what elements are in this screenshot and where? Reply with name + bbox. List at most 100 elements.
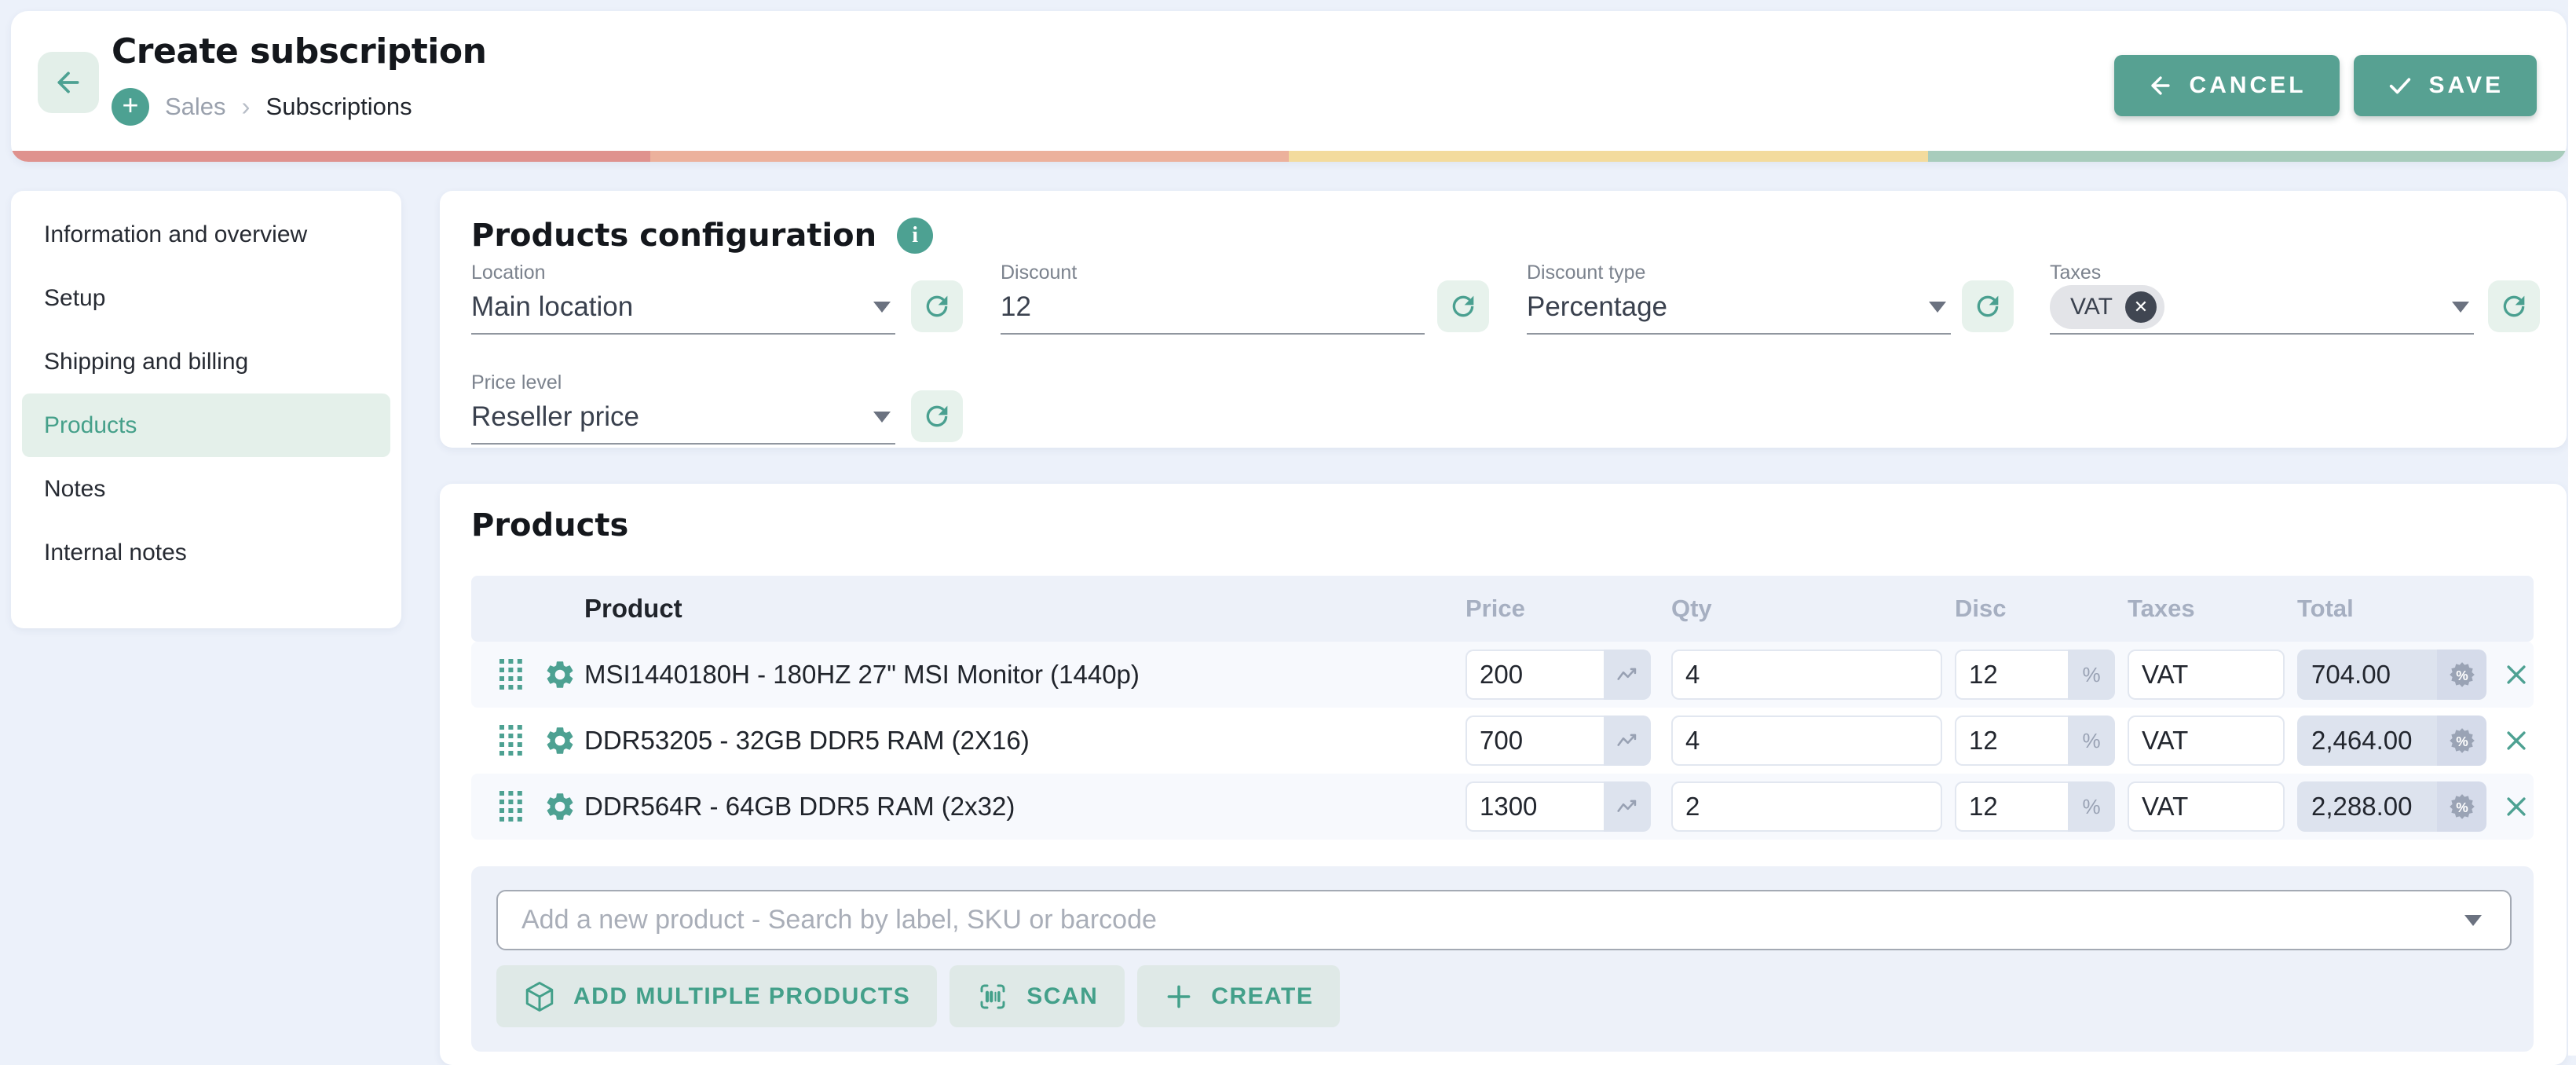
price-history-button[interactable] [1604, 715, 1651, 766]
progress-bar [11, 151, 2567, 162]
drag-handle-icon[interactable] [499, 725, 523, 756]
discount-refresh-button[interactable] [1437, 280, 1489, 332]
vat-chip: VAT [2050, 285, 2164, 329]
sidebar-item-notes[interactable]: Notes [44, 475, 106, 502]
price-history-button[interactable] [1604, 781, 1651, 832]
price-level-select[interactable]: Reseller price [471, 401, 895, 445]
gear-icon[interactable] [543, 658, 576, 691]
disc-unit[interactable]: % [2068, 715, 2115, 766]
badge-percent-icon: % [2449, 728, 2475, 753]
breadcrumb-subscriptions: Subscriptions [265, 93, 412, 120]
taxes-input[interactable] [2128, 715, 2285, 766]
qty-input[interactable] [1671, 715, 1942, 766]
discount-type-refresh-button[interactable] [1962, 280, 2014, 332]
column-taxes: Taxes [2128, 595, 2195, 622]
sidebar-item-setup[interactable]: Setup [44, 284, 106, 311]
price-history-button[interactable] [1604, 650, 1651, 700]
check-icon [2389, 78, 2410, 94]
product-name: DDR564R - 64GB DDR5 RAM (2x32) [584, 792, 1015, 821]
create-product-button[interactable]: CREATE [1137, 965, 1341, 1027]
save-button[interactable]: SAVE [2353, 55, 2537, 116]
discount-type-select[interactable]: Percentage [1527, 291, 1951, 335]
disc-input[interactable] [1955, 650, 2068, 700]
location-label: Location [471, 262, 546, 284]
price-level-refresh-button[interactable] [911, 390, 963, 442]
tax-badge-button[interactable]: % [2437, 650, 2486, 700]
create-label: CREATE [1211, 983, 1314, 1009]
package-icon [525, 981, 554, 1012]
price-input[interactable] [1465, 781, 1604, 832]
svg-text:%: % [2456, 734, 2468, 749]
sidebar-item-products[interactable]: Products [22, 393, 390, 457]
progress-segment-4 [1927, 151, 2567, 162]
taxes-field: Taxes VAT [2050, 262, 2474, 335]
disc-input[interactable] [1955, 781, 2068, 832]
sidebar-item-internal-notes[interactable]: Internal notes [44, 539, 187, 565]
remove-vat-icon[interactable] [2124, 291, 2157, 323]
gear-icon[interactable] [543, 724, 576, 757]
remove-row-icon[interactable] [2503, 661, 2530, 688]
qty-input[interactable] [1671, 781, 1942, 832]
discount-value: 12 [1001, 291, 1031, 322]
info-icon[interactable] [897, 218, 934, 254]
product-search-input[interactable] [521, 905, 2464, 935]
chevron-down-icon [2452, 302, 2469, 313]
barcode-icon [980, 984, 1005, 1008]
product-name: MSI1440180H - 180HZ 27" MSI Monitor (144… [584, 660, 1140, 689]
disc-unit[interactable]: % [2068, 650, 2115, 700]
trend-icon [1617, 734, 1637, 746]
save-button-label: SAVE [2428, 72, 2504, 98]
progress-segment-1 [11, 151, 650, 162]
taxes-input[interactable] [2128, 781, 2285, 832]
discount-input[interactable]: 12 [1001, 291, 1425, 335]
sidebar-item-shipping-and-billing[interactable]: Shipping and billing [44, 348, 249, 375]
taxes-refresh-button[interactable] [2488, 280, 2540, 332]
svg-text:%: % [2456, 800, 2468, 815]
row-total: 2,464.00 [2297, 715, 2437, 766]
price-input[interactable] [1465, 650, 1604, 700]
refresh-icon [926, 295, 948, 317]
drag-handle-icon[interactable] [499, 659, 523, 690]
chevron-down-icon[interactable] [2464, 914, 2482, 926]
vat-chip-label: VAT [2070, 294, 2113, 320]
back-button[interactable] [38, 52, 99, 113]
discount-type-field: Discount type Percentage [1527, 262, 1951, 335]
scan-button[interactable]: SCAN [950, 965, 1125, 1027]
price-level-label: Price level [471, 371, 562, 393]
breadcrumb-sales[interactable]: Sales [165, 93, 226, 120]
gear-icon[interactable] [543, 790, 576, 823]
breadcrumb: Sales › Subscriptions [112, 88, 412, 126]
price-input[interactable] [1465, 715, 1604, 766]
chevron-down-icon [873, 412, 891, 423]
tax-badge-button[interactable]: % [2437, 781, 2486, 832]
column-disc: Disc [1955, 595, 2007, 622]
arrow-left-icon [57, 71, 79, 93]
taxes-input[interactable] [2128, 650, 2285, 700]
disc-input[interactable] [1955, 715, 2068, 766]
sidebar-item-information-and-overview[interactable]: Information and overview [44, 221, 308, 247]
qty-input[interactable] [1671, 650, 1942, 700]
tax-badge-button[interactable]: % [2437, 715, 2486, 766]
row-total: 704.00 [2297, 650, 2437, 700]
drag-handle-icon[interactable] [499, 791, 523, 822]
disc-unit[interactable]: % [2068, 781, 2115, 832]
table-row: DDR53205 - 32GB DDR5 RAM (2X16) % 2,464.… [471, 708, 2534, 774]
cancel-button[interactable]: CANCEL [2113, 55, 2340, 116]
chevron-right-icon: › [241, 92, 251, 121]
badge-percent-icon: % [2449, 794, 2475, 819]
progress-segment-2 [649, 151, 1289, 162]
remove-row-icon[interactable] [2503, 727, 2530, 754]
scrollbar[interactable] [2568, 0, 2576, 1056]
chevron-down-icon [873, 302, 891, 313]
breadcrumb-add-icon[interactable] [112, 88, 149, 126]
products-configuration-card: Products configuration Location Main loc… [440, 191, 2567, 448]
refresh-icon [1452, 295, 1474, 317]
location-refresh-button[interactable] [911, 280, 963, 332]
badge-percent-icon: % [2449, 662, 2475, 687]
location-select[interactable]: Main location [471, 291, 895, 335]
add-multiple-products-button[interactable]: ADD MULTIPLE PRODUCTS [496, 965, 938, 1027]
remove-row-icon[interactable] [2503, 793, 2530, 820]
discount-label: Discount [1001, 262, 1078, 284]
column-product: Product [584, 594, 682, 623]
taxes-select[interactable]: VAT [2050, 285, 2474, 335]
